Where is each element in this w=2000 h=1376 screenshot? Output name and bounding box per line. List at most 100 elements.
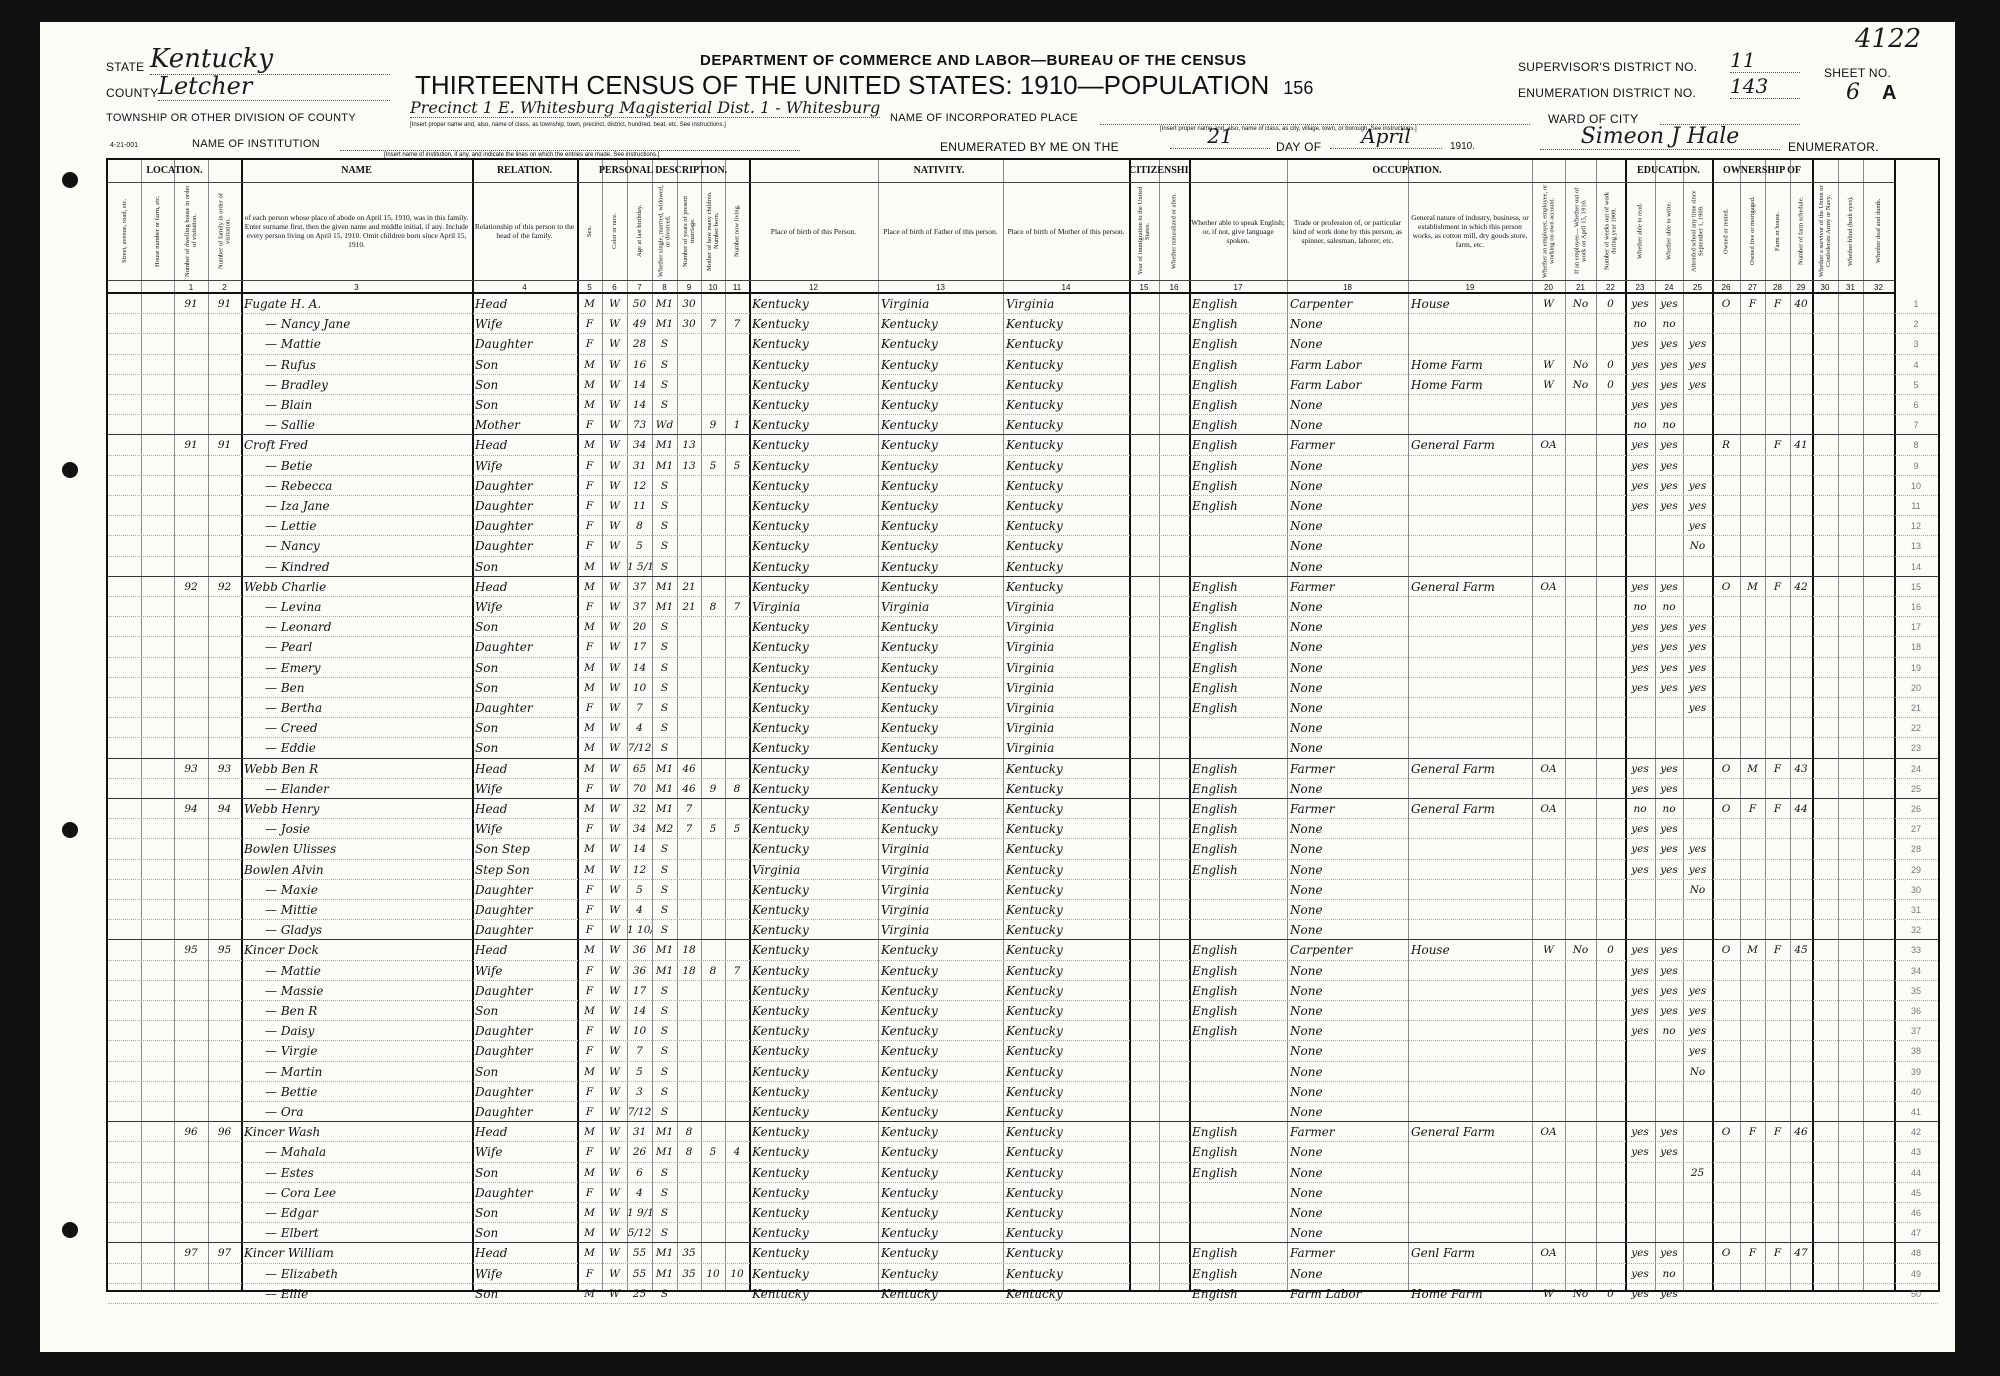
cell-age: 7 [636, 702, 643, 714]
cell-relation: Head [475, 943, 508, 958]
cell-born: 7 [709, 318, 717, 331]
binder-hole [62, 1222, 78, 1238]
cell-school: yes [1688, 378, 1707, 391]
cell-relation: Head [475, 1246, 508, 1261]
cell-trade: None [1290, 882, 1323, 897]
cell-marital: S [660, 924, 669, 937]
cell-read: yes [1631, 984, 1649, 997]
cell-race: W [609, 883, 620, 896]
cell-school: No [1689, 883, 1706, 896]
cell-age: 31 [632, 459, 647, 472]
column-rule [577, 160, 579, 1290]
cell-employer: OA [1540, 580, 1557, 593]
cell-schedule: 45 [1794, 944, 1808, 957]
cell-language: English [1192, 781, 1238, 796]
state-label: State [106, 60, 145, 74]
cell-mother: Kentucky [1006, 822, 1063, 837]
cell-sex: M [584, 378, 595, 391]
cell-mother: Kentucky [1006, 499, 1063, 513]
cell-read: yes [1631, 399, 1649, 411]
cell-race: W [609, 924, 620, 937]
cell-father: Kentucky [881, 1206, 938, 1220]
cell-age: 5 [636, 540, 643, 553]
cell-sex: M [584, 1126, 595, 1139]
cell-age: 17 [632, 641, 647, 654]
cell-name: Bowlen Ulisses [244, 842, 337, 857]
cell-living: 5 [733, 459, 741, 472]
cell-living: 7 [733, 964, 741, 977]
column-rule [652, 160, 653, 1290]
column-group-header: NATIVITY. [749, 160, 1129, 183]
cell-race: W [609, 439, 620, 452]
cell-sex: M [584, 1065, 595, 1078]
cell-sex: M [584, 843, 595, 856]
cell-marital: M1 [655, 318, 674, 331]
cell-language: English [1192, 1286, 1238, 1301]
column-rule [878, 160, 879, 1290]
cell-name: — Mattie [265, 337, 321, 352]
cell-marital: M1 [655, 1267, 674, 1280]
cell-trade: None [1290, 1105, 1323, 1119]
cell-birth: Virginia [752, 862, 801, 877]
cell-father: Kentucky [881, 620, 938, 635]
column-rule [472, 160, 474, 1290]
cell-employer: W [1543, 1287, 1554, 1300]
cell-father: Virginia [881, 903, 930, 917]
line-number: 50 [1910, 1288, 1921, 1299]
cell-born: 5 [709, 459, 717, 472]
cell-marital: S [660, 661, 669, 674]
township-value: Precinct 1 E. Whitesburg Magisterial Dis… [410, 98, 880, 118]
cell-school: yes [1688, 1045, 1707, 1058]
cell-father: Kentucky [881, 983, 938, 998]
cell-trade: None [1290, 539, 1323, 554]
county-value: Letcher [158, 72, 390, 101]
table-row: — Lettie Daughter F W 8 S Kentucky Kentucky Kent… [108, 516, 1938, 537]
table-row: — Cora Lee Daughter F W 4 S Kentucky Kentucky Ke… [108, 1183, 1938, 1203]
cell-marital: S [660, 358, 669, 371]
cell-race: W [609, 1146, 620, 1159]
cell-age: 6 [636, 1166, 643, 1179]
column-header-birth: Place of birth of this Person. [770, 226, 857, 236]
cell-school: yes [1688, 681, 1707, 694]
cell-age: 7/12 [627, 742, 652, 755]
cell-father: Kentucky [881, 640, 938, 655]
table-row: — Nancy Jane Wife F W 49 M1 30 7 7 Kentucky Kentuc… [108, 314, 1938, 335]
cell-race: W [609, 399, 620, 411]
cell-relation: Wife [475, 822, 503, 837]
cell-name: — Mittie [265, 903, 318, 917]
cell-school: yes [1688, 984, 1707, 997]
line-number: 13 [1910, 541, 1921, 552]
line-number: 46 [1910, 1208, 1921, 1218]
cell-trade: Farmer [1290, 761, 1335, 776]
cell-name: — Cora Lee [265, 1185, 337, 1200]
cell-name: — Josie [265, 822, 310, 837]
cell-farm: F [1773, 762, 1782, 775]
line-number: 1 [1913, 299, 1919, 309]
enumeration-month: April [1330, 124, 1442, 149]
institution-note: [Insert name of institution, if any, and… [384, 152, 660, 158]
column-rule [701, 160, 702, 1290]
column-header-sex: Sex. [586, 225, 593, 237]
cell-family: 96 [217, 1126, 232, 1139]
cell-mother: Kentucky [1006, 1064, 1063, 1079]
cell-sex: F [585, 1085, 594, 1098]
cell-birth: Kentucky [752, 297, 809, 311]
cell-name: — Betie [265, 458, 313, 473]
cell-language: English [1192, 1165, 1238, 1180]
state-value: Kentucky [150, 44, 390, 75]
cell-trade: None [1290, 458, 1323, 473]
column-header-immigration: Year of immigration to the United States… [1137, 186, 1151, 276]
cell-mother: Kentucky [1006, 1185, 1063, 1200]
cell-years_married: 8 [685, 1126, 693, 1139]
cell-trade: None [1290, 1004, 1323, 1018]
line-number: 48 [1910, 1248, 1921, 1259]
column-rule [1287, 160, 1288, 1290]
cell-marital: S [660, 560, 669, 573]
cell-sex: M [584, 560, 595, 573]
column-rule [1532, 160, 1533, 1290]
cell-age: 34 [632, 439, 647, 452]
cell-employer: W [1543, 358, 1554, 371]
cell-father: Kentucky [881, 680, 938, 695]
cell-mother: Kentucky [1006, 1206, 1063, 1220]
cell-weeks_out: 0 [1607, 378, 1614, 391]
